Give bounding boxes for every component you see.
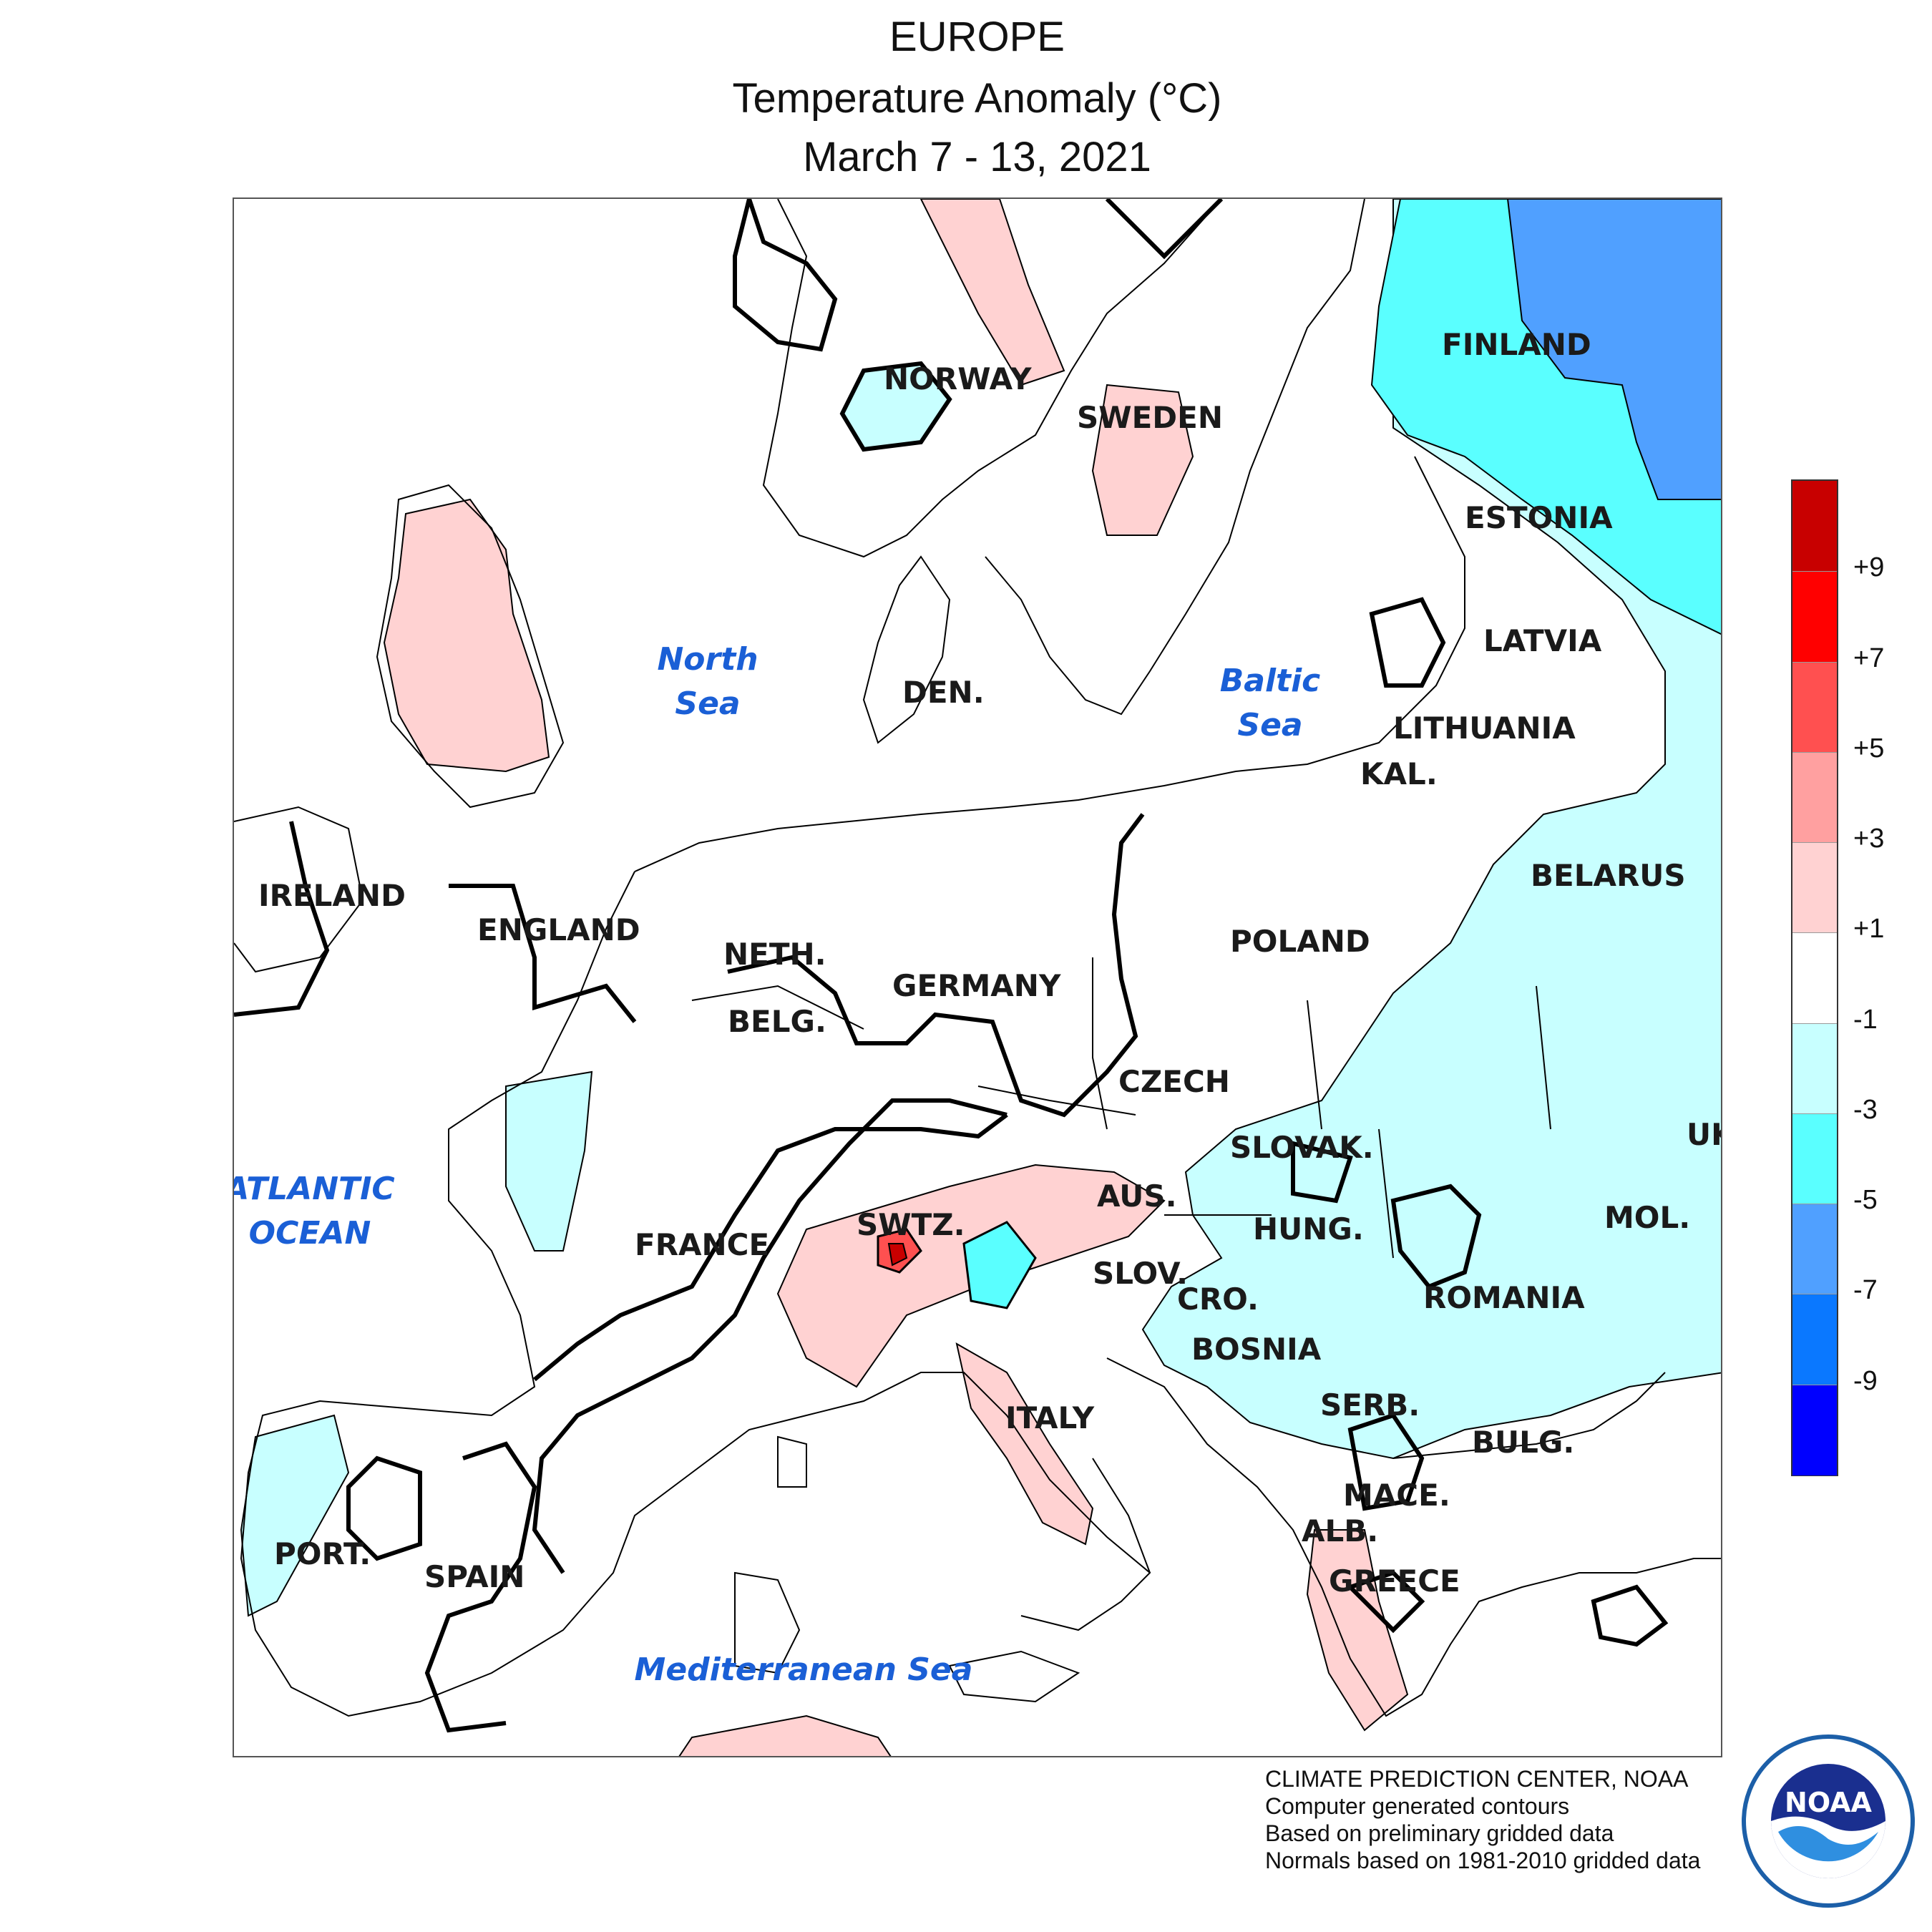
noaa-logo-text: NOAA [1785,1787,1872,1818]
label-poland: POLAND [1230,924,1370,959]
legend-tick-label: -5 [1853,1185,1878,1216]
coastlines [234,199,1721,1717]
legend-tick-label: -7 [1853,1275,1878,1306]
legend-tick-label: +5 [1853,733,1885,763]
legend-swatch [1792,751,1837,844]
credit-contours: Computer generated contours [1265,1793,1570,1819]
label-serbia: SERB. [1320,1387,1420,1423]
map-subtitle: Temperature Anomaly (°C) [732,75,1222,122]
label-hungary: HUNG. [1253,1211,1364,1246]
label-ukraine: UK [1687,1117,1722,1152]
map-title: EUROPE [889,14,1065,60]
label-switzerland: SWTZ. [857,1207,965,1242]
legend-swatch [1792,661,1837,753]
label-moldova: MOL. [1604,1200,1690,1235]
legend-swatch [1792,842,1837,934]
legend-tick-label: +1 [1853,914,1885,945]
label-romania: ROMANIA [1423,1280,1585,1315]
legend-tick-label: -3 [1853,1094,1878,1125]
label-bosnia: BOSNIA [1191,1332,1322,1367]
credit-data: Based on preliminary gridded data [1265,1820,1614,1846]
label-spain: SPAIN [424,1559,525,1594]
cold-alps-south [962,1221,1037,1309]
warm-italy [955,1342,1094,1546]
legend-swatch [1792,571,1837,663]
label-north-sea-2: Sea [675,686,740,722]
label-norway: NORWAY [884,361,1032,396]
hot-spot-alps [887,1243,908,1267]
legend-swatch [1792,1023,1837,1114]
label-bulgaria: BULG. [1472,1425,1574,1460]
label-slovenia: SLOV. [1093,1256,1188,1291]
credit-normals: Normals based on 1981-2010 gridded data [1265,1848,1701,1873]
label-atlantic-2: OCEAN [249,1215,371,1252]
label-czech: CZECH [1118,1064,1230,1099]
label-germany: GERMANY [892,968,1061,1003]
label-france: FRANCE [635,1227,769,1262]
legend-swatch [1792,1113,1837,1205]
label-north-sea-1: North [657,641,758,678]
label-ireland: IRELAND [258,878,406,913]
label-slovakia: SLOVAK. [1230,1130,1374,1165]
cold-france-west [505,1070,593,1252]
map-canvas: FINLAND NORWAY SWEDEN ESTONIA LATVIA LIT… [234,199,1722,1756]
label-atlantic-1: ATLANTIC [234,1171,395,1207]
label-portugal: PORT. [274,1536,371,1571]
label-lithuania: LITHUANIA [1393,711,1576,746]
label-finland: FINLAND [1442,327,1591,362]
label-baltic-sea-2: Sea [1237,707,1302,743]
label-belarus: BELARUS [1531,858,1686,893]
map-period: March 7 - 13, 2021 [803,134,1151,180]
noaa-logo: NOAA [1742,1735,1915,1908]
label-mediterranean: Mediterranean Sea [635,1652,973,1688]
legend-swatch [1792,1384,1837,1475]
cold-iberia-west [240,1414,350,1617]
legend-tick-label: -1 [1853,1004,1878,1035]
legend-tick-label: +3 [1853,824,1885,854]
legend-swatch [1792,932,1837,1024]
label-england: ENGLAND [477,912,640,947]
warm-greece [1306,1529,1409,1732]
legend-tick-label: +7 [1853,643,1885,673]
label-latvia: LATVIA [1483,623,1602,658]
sea-labels: North Sea Baltic Sea ATLANTIC OCEAN Medi… [234,641,1320,1688]
label-albania: ALB. [1302,1513,1378,1548]
warm-britain [383,498,550,773]
label-macedonia: MACE. [1343,1478,1450,1513]
label-greece: GREECE [1329,1563,1460,1599]
country-labels: FINLAND NORWAY SWEDEN ESTONIA LATVIA LIT… [258,327,1722,1599]
legend-swatch [1792,481,1837,572]
anomaly-map: FINLAND NORWAY SWEDEN ESTONIA LATVIA LIT… [233,197,1722,1757]
legend-swatch [1792,1204,1837,1295]
warm-norway [919,199,1065,386]
label-italy: ITALY [1005,1400,1095,1435]
label-estonia: ESTONIA [1465,500,1613,535]
warm-med-south [678,1714,892,1756]
legend-swatch [1792,1294,1837,1385]
label-sweden: SWEDEN [1077,400,1223,435]
label-austria: AUS. [1097,1179,1177,1214]
legend-tick-label: -9 [1853,1365,1878,1396]
anomaly-fills [240,199,1721,1756]
legend-tick-label: +9 [1853,552,1885,583]
label-croatia: CRO. [1177,1282,1259,1317]
label-denmark: DEN. [902,675,985,710]
zero-contours [234,199,1669,1733]
label-netherlands: NETH. [723,937,826,972]
label-baltic-sea-1: Baltic [1220,663,1321,699]
strong-cold-russia [1506,199,1721,500]
credit-agency: CLIMATE PREDICTION CENTER, NOAA [1265,1766,1689,1792]
color-scale-legend [1791,479,1838,1476]
warm-sweden [1091,384,1194,536]
label-kaliningrad: KAL. [1360,756,1438,791]
label-belgium: BELG. [728,1004,826,1039]
